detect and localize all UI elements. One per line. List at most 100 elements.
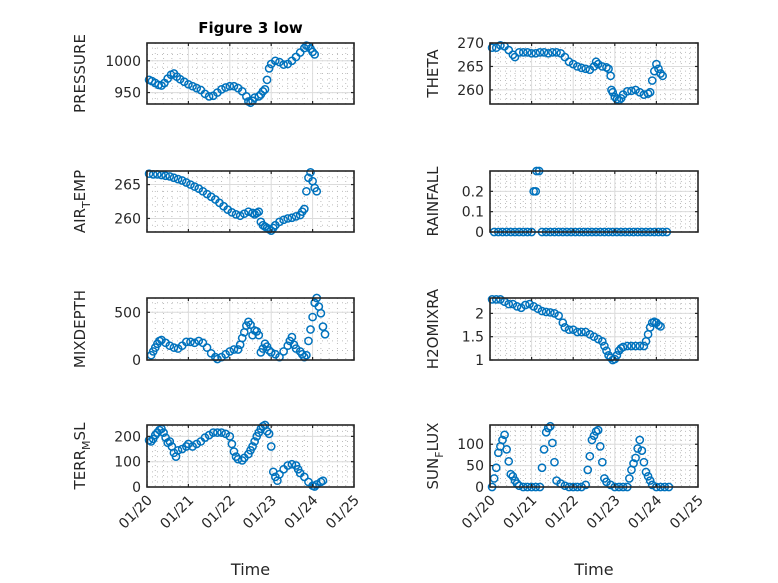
- data-point: [518, 48, 528, 57]
- y-tick-label: 200: [114, 429, 141, 445]
- data-point: [502, 445, 511, 454]
- data-point: [302, 350, 311, 360]
- data-point: [531, 48, 541, 58]
- y-tick-label: 2: [475, 306, 484, 322]
- data-point: [250, 437, 259, 446]
- y-axis-label: TERRMSL: [71, 422, 93, 491]
- data-point: [231, 452, 241, 461]
- data-point: [248, 442, 257, 451]
- data-point: [279, 60, 288, 69]
- y-tick-label: 0.2: [462, 184, 484, 200]
- axes-frame: [146, 297, 355, 361]
- data-point: [633, 444, 643, 453]
- x-tick-label: 01/23: [240, 493, 280, 533]
- data-point: [595, 442, 605, 451]
- data-point: [237, 86, 247, 96]
- data-point: [577, 327, 586, 337]
- y-axis-label: THETA: [424, 49, 442, 99]
- data-point: [260, 85, 270, 94]
- y-axis-label-subscript: T: [80, 201, 93, 209]
- data-point: [225, 81, 235, 91]
- data-point: [264, 346, 274, 355]
- data-point: [194, 336, 204, 346]
- data-point: [641, 467, 651, 477]
- y-tick-label: 260: [457, 83, 484, 99]
- data-point: [543, 48, 553, 58]
- subplot-terr-msl: 0 100 200 01/20 01/21 01/22 01/23 01/24 01/25 Tim…: [71, 420, 363, 579]
- data-point: [192, 83, 202, 93]
- data-point: [635, 341, 645, 351]
- data-point: [308, 312, 317, 322]
- data-point: [508, 471, 518, 481]
- data-point: [165, 437, 175, 446]
- data-point: [500, 430, 509, 440]
- data-point: [299, 204, 309, 214]
- data-point: [233, 454, 243, 464]
- data-point: [275, 469, 284, 479]
- y-axis-label-part: SUN: [424, 458, 442, 490]
- data-point: [306, 325, 315, 334]
- data-point: [597, 457, 607, 467]
- data-point: [498, 435, 507, 445]
- x-tick-label: 01/22: [199, 493, 239, 533]
- y-axis-label-subscript: F: [433, 451, 446, 457]
- data-point: [320, 329, 330, 339]
- y-tick-label: 500: [114, 305, 141, 321]
- y-tick-label: 100: [457, 437, 484, 453]
- data-point: [304, 336, 313, 346]
- data-point: [606, 71, 615, 81]
- data-point: [173, 174, 183, 184]
- data-point: [573, 62, 582, 71]
- y-axis-label-subscript: M: [80, 440, 93, 450]
- y-tick-label: 1: [475, 353, 484, 369]
- data-point: [597, 337, 607, 346]
- data-point: [161, 171, 170, 181]
- y-tick-label: 1.5: [462, 330, 484, 346]
- data-point: [190, 338, 199, 348]
- data-point: [587, 435, 597, 445]
- data-point: [602, 63, 611, 72]
- data-point: [235, 211, 245, 221]
- data-point: [506, 469, 516, 479]
- data-point: [213, 354, 222, 364]
- data-point: [169, 343, 179, 352]
- data-point: [487, 295, 497, 304]
- data-point: [548, 438, 557, 448]
- data-point: [266, 442, 276, 451]
- data-point: [231, 210, 241, 219]
- data-point: [165, 341, 175, 351]
- data-point: [627, 86, 636, 96]
- subplot-h2omixra: 1 1.5 2 H2OMIXRA: [424, 288, 699, 369]
- data-point: [229, 345, 239, 354]
- data-point: [202, 343, 212, 352]
- chart-title: Figure 3 low: [198, 19, 303, 37]
- data-point: [237, 456, 247, 465]
- data-point: [227, 207, 237, 217]
- y-tick-label: 265: [457, 59, 484, 75]
- x-tick-label: 01/21: [501, 493, 541, 533]
- data-point: [531, 186, 541, 196]
- y-axis-label-part: SL: [71, 422, 89, 441]
- data-point: [159, 428, 168, 437]
- data-point: [262, 426, 272, 436]
- x-axis-label: Time: [230, 560, 270, 579]
- data-point: [523, 48, 532, 57]
- subplot-rainfall: 0 0.1 0.2 RAINFALL: [424, 166, 699, 241]
- data-point: [310, 50, 320, 59]
- x-tick-label: 01/25: [323, 493, 363, 533]
- y-axis-label-part: LUX: [424, 423, 442, 452]
- data-point: [279, 215, 288, 225]
- plot-area: [147, 425, 354, 487]
- y-tick-label: 0: [475, 480, 484, 496]
- x-tick-label: 01/22: [542, 493, 582, 533]
- data-point: [254, 330, 264, 340]
- data-point: [181, 337, 191, 347]
- data-point: [246, 320, 255, 330]
- data-point: [227, 439, 237, 449]
- data-point: [291, 212, 301, 221]
- data-point: [631, 341, 640, 351]
- data-point: [585, 451, 595, 461]
- data-point: [545, 421, 555, 431]
- data-point: [539, 445, 549, 454]
- data-point: [581, 480, 591, 490]
